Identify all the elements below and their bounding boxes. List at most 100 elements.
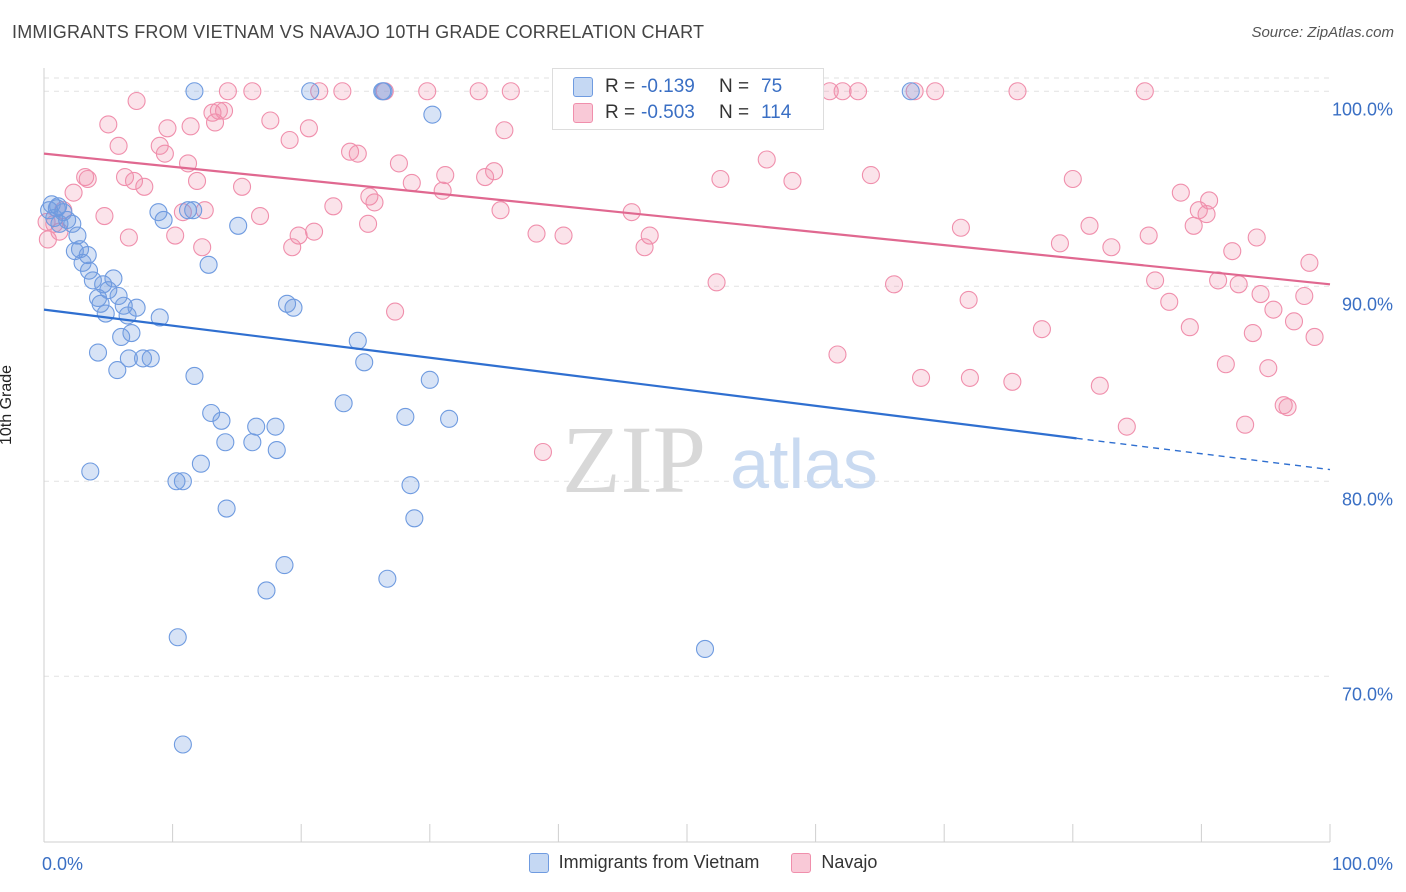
navajo-point <box>783 171 802 190</box>
navajo-point <box>848 82 868 101</box>
r-label: R = <box>605 102 636 123</box>
vietnam-point <box>94 275 113 294</box>
vietnam-point <box>127 298 146 317</box>
navajo-point <box>707 273 726 292</box>
vietnam-point <box>96 304 115 323</box>
navajo-point <box>64 183 83 202</box>
navajo-point <box>501 82 520 101</box>
navajo-point <box>1171 183 1190 202</box>
navajo-point <box>1264 300 1283 319</box>
chart-title: IMMIGRANTS FROM VIETNAM VS NAVAJO 10TH G… <box>12 22 705 42</box>
legend-label: Navajo <box>821 852 878 872</box>
vietnam-point <box>150 308 169 327</box>
vietnam-point <box>284 298 303 317</box>
navajo-point <box>218 82 237 101</box>
x-tick-label: 100.0% <box>1332 854 1393 874</box>
source-label: Source: ZipAtlas.com <box>1251 24 1394 41</box>
vietnam-point <box>133 349 153 368</box>
navajo-point <box>1117 417 1136 436</box>
navajo-point <box>124 171 144 190</box>
navajo-point <box>250 207 270 226</box>
n-value: 114 <box>761 102 792 123</box>
vietnam-point <box>440 409 459 428</box>
vietnam-trend-extension <box>1076 437 1331 471</box>
vietnam-point <box>901 82 920 101</box>
y-tick-label: 70.0% <box>1342 684 1393 704</box>
navajo-point <box>418 82 437 101</box>
navajo-point <box>283 238 302 257</box>
vietnam-point <box>216 433 235 452</box>
vietnam-point <box>405 509 424 528</box>
vietnam-point <box>122 323 141 343</box>
vietnam-point <box>108 361 127 380</box>
navajo-point <box>289 226 308 245</box>
navajo-point <box>1229 275 1248 294</box>
vietnam-point <box>88 343 108 362</box>
navajo-point <box>299 119 318 138</box>
navajo-point <box>495 121 514 140</box>
navajo-point <box>305 222 324 241</box>
navajo-point <box>119 228 138 247</box>
axes <box>43 68 1331 843</box>
vietnam-point <box>266 417 285 436</box>
n-label: N = <box>719 76 750 97</box>
navajo-point <box>640 226 659 245</box>
vietnam-point <box>112 327 131 347</box>
navajo-point <box>1139 226 1158 245</box>
navajo-point <box>1090 376 1109 395</box>
vietnam-point <box>355 353 374 372</box>
vietnam-point <box>79 261 99 280</box>
navajo-point <box>1180 318 1199 337</box>
vietnam-point <box>420 370 439 389</box>
vietnam-point <box>401 476 420 495</box>
stats-row-navajo: R = -0.503 N = 114 <box>573 100 791 126</box>
vietnam-point <box>119 349 138 368</box>
y-tick-label: 90.0% <box>1342 294 1393 314</box>
vietnam-trend-line <box>43 308 1077 440</box>
navajo-point <box>135 177 154 196</box>
navajo-point <box>912 368 931 387</box>
navajo-point <box>757 150 776 169</box>
vietnam-point <box>63 214 82 233</box>
navajo-point <box>527 224 546 243</box>
vietnam-point <box>185 366 204 386</box>
bottom-legend: Immigrants from Vietnam Navajo <box>0 852 1406 873</box>
navajo-point <box>1216 355 1235 374</box>
legend-item-navajo[interactable]: Navajo <box>791 852 877 873</box>
navajo-point <box>193 238 212 257</box>
navajo-point <box>386 302 405 321</box>
navajo-point <box>1197 205 1216 224</box>
vietnam-point <box>78 246 97 265</box>
y-tick-label: 80.0% <box>1342 489 1393 509</box>
vietnam-point <box>396 407 415 426</box>
navajo-point <box>78 169 97 189</box>
navajo-point <box>127 91 146 111</box>
legend-item-vietnam[interactable]: Immigrants from Vietnam <box>528 852 759 873</box>
navajo-point <box>365 193 384 212</box>
vietnam-point <box>243 433 262 452</box>
navajo-point <box>1135 82 1154 101</box>
n-value: 75 <box>761 76 783 97</box>
vietnam-point <box>423 105 442 124</box>
navajo-point <box>115 168 135 187</box>
navajo-point <box>1080 216 1099 235</box>
navajo-point <box>359 214 378 233</box>
navajo-point <box>884 275 904 294</box>
vietnam-point <box>104 269 123 288</box>
navajo-point <box>1160 292 1179 311</box>
vietnam-point <box>154 210 173 229</box>
vietnam-swatch <box>573 77 593 97</box>
navajo-point <box>348 144 367 163</box>
r-value: -0.139 <box>641 76 695 97</box>
navajo-point <box>1295 286 1314 306</box>
vietnam-point <box>695 639 715 659</box>
navajo-point <box>635 238 654 257</box>
trend-lines <box>43 152 1331 471</box>
vietnam-point <box>334 394 353 413</box>
navajo-point <box>360 187 379 206</box>
navajo-point <box>1008 82 1027 101</box>
vietnam-legend-swatch <box>528 852 549 873</box>
navajo-point <box>905 82 924 101</box>
vietnam-point <box>378 569 397 588</box>
